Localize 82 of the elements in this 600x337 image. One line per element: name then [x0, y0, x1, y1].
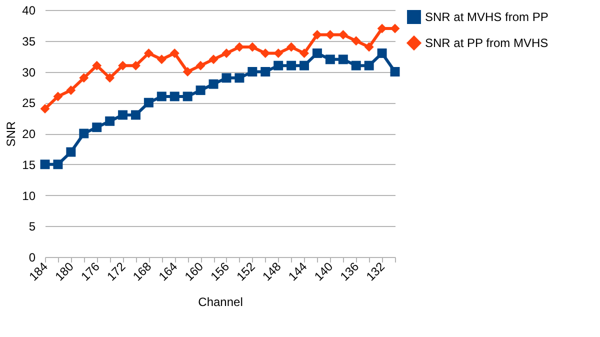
point: [325, 54, 335, 64]
point: [351, 36, 361, 46]
point: [196, 86, 206, 96]
y-tick-label: 10: [22, 188, 36, 203]
x-tick-label: 176: [78, 259, 103, 284]
y-tick-label: 0: [28, 250, 36, 264]
point: [170, 92, 180, 102]
point: [118, 60, 128, 70]
point: [40, 104, 50, 114]
point: [131, 60, 140, 70]
point: [312, 48, 322, 58]
x-axis-title: Channel: [198, 294, 243, 309]
point: [260, 48, 270, 58]
point: [208, 79, 218, 89]
point: [182, 92, 192, 102]
y-tick-label: 5: [28, 220, 36, 234]
point: [79, 73, 89, 83]
point: [274, 60, 284, 70]
point: [53, 160, 63, 170]
point: [208, 54, 218, 64]
point: [377, 24, 387, 34]
point: [325, 30, 335, 40]
point: [248, 42, 258, 52]
x-tick-label: 172: [104, 259, 128, 284]
point: [79, 128, 89, 138]
x-tick-label: 160: [182, 259, 206, 284]
point: [40, 160, 50, 170]
point: [156, 54, 166, 64]
point: [312, 30, 322, 40]
point: [105, 73, 115, 83]
point: [377, 48, 387, 58]
point: [182, 67, 192, 76]
point: [300, 48, 309, 58]
point: [286, 60, 296, 70]
x-tick-label: 148: [260, 259, 284, 284]
point: [274, 48, 284, 58]
point: [351, 60, 361, 70]
point: [390, 24, 400, 34]
y-tick-label: 40: [22, 4, 36, 18]
point: [196, 60, 206, 70]
point: [222, 73, 232, 83]
y-tick-label: 20: [22, 127, 36, 141]
legend-label: SNR at PP from MVHS: [425, 36, 548, 50]
point: [260, 67, 270, 76]
x-tick-label: 168: [130, 259, 154, 284]
point: [66, 86, 76, 96]
y-tick-label: 35: [22, 34, 36, 48]
point: [364, 42, 374, 52]
x-tick-label: 152: [234, 259, 258, 284]
x-tick-label: 132: [363, 259, 388, 284]
x-tick-label: 144: [286, 259, 310, 284]
point: [390, 67, 400, 76]
point: [53, 92, 63, 102]
x-tick-label: 164: [156, 259, 180, 284]
x-tick-label: 136: [337, 259, 362, 284]
y-tick-label: 15: [22, 158, 36, 172]
point: [234, 73, 244, 83]
point: [234, 42, 244, 52]
y-tick-label: 30: [22, 65, 36, 80]
point: [144, 98, 154, 108]
point: [92, 60, 102, 70]
point: [156, 92, 166, 102]
point: [170, 48, 180, 58]
point: [222, 48, 232, 58]
point: [248, 67, 258, 76]
point: [364, 60, 374, 70]
point: [66, 147, 76, 157]
point: [144, 48, 154, 58]
point: [131, 110, 140, 120]
point: [338, 54, 348, 64]
x-tick-label: 180: [52, 259, 77, 284]
point: [92, 122, 102, 132]
y-tick-label: 25: [22, 96, 36, 110]
point: [300, 60, 310, 70]
point: [105, 116, 115, 126]
x-tick-label: 156: [208, 259, 232, 284]
point: [118, 110, 128, 120]
y-axis-title: SNR: [4, 121, 18, 147]
point: [286, 42, 296, 52]
legend-label: SNR at MVHS from PP: [425, 10, 548, 24]
point: [338, 30, 348, 40]
x-tick-label: 140: [312, 259, 336, 284]
